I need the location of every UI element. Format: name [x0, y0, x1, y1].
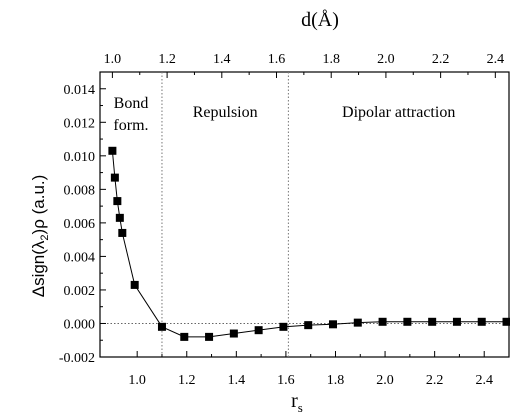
top-tick-label: 1.6 [268, 52, 286, 67]
x-tick-label: 1.0 [128, 373, 146, 388]
region-label-line: Dipolar attraction [342, 104, 455, 121]
plot-border [99, 71, 510, 358]
y-tick-label: 0.014 [64, 83, 96, 98]
data-point [229, 329, 238, 338]
series-points [108, 146, 510, 341]
region-labels: Bond form. Repulsion Dipolar attraction [113, 95, 455, 134]
top-tick-label: 1.2 [158, 52, 176, 67]
data-point [378, 317, 387, 326]
x-axis-title-main: r [291, 390, 298, 412]
region-label-2: Dipolar attraction [342, 104, 455, 121]
top-tick-label: 1.4 [213, 52, 231, 67]
series-line [111, 150, 507, 338]
data-point [110, 173, 119, 182]
data-point [502, 317, 510, 326]
x-tick-label: 1.6 [277, 373, 295, 388]
x-axis-title: rs [291, 390, 303, 415]
data-point [180, 332, 189, 341]
y-tick-label: 0.004 [64, 250, 96, 265]
y-tick-label: 0.010 [64, 150, 96, 165]
x-tick-label: 1.2 [178, 373, 196, 388]
data-point [113, 197, 122, 206]
data-point [118, 228, 127, 237]
x-tick-label: 2.4 [475, 373, 493, 388]
y-tick-label: 0.012 [64, 116, 96, 131]
series-polyline [111, 150, 507, 338]
plot-frame [99, 71, 510, 358]
data-point [452, 317, 461, 326]
data-point [279, 322, 288, 331]
data-point [428, 317, 437, 326]
data-point [205, 332, 214, 341]
y-axis-title: Δsign(λ2)ρ (a.u.) [29, 175, 51, 298]
data-point [115, 213, 124, 222]
data-point [108, 146, 117, 155]
top-tick-label: 1.8 [322, 52, 340, 67]
top-tick-label: 2.2 [432, 52, 450, 67]
y-axis-title-main: Δsign(λ [29, 240, 48, 297]
data-point [403, 317, 412, 326]
y-tick-label: 0.000 [64, 317, 96, 332]
region-label-line: form. [113, 117, 148, 134]
y-tick-label: 0.008 [64, 183, 96, 198]
x-tick-label: 2.0 [376, 373, 394, 388]
region-label-0: Bond form. [113, 95, 148, 134]
region-label-1: Repulsion [193, 104, 258, 121]
x-tick-label: 2.2 [426, 373, 444, 388]
y-tick-label: 0.006 [64, 217, 96, 232]
x-tick-label: 1.4 [228, 373, 246, 388]
region-label-line: Bond [114, 95, 149, 112]
y-tick-label: -0.002 [59, 351, 95, 366]
y-axis-title-suffix: )ρ (a.u.) [29, 175, 48, 235]
data-point [130, 280, 139, 289]
data-point [353, 318, 362, 327]
top-x-axis-ticks: 1.0 1.2 1.4 1.6 1.8 2.0 2.2 2.4 [104, 52, 504, 78]
data-point [157, 322, 166, 331]
data-point [477, 317, 486, 326]
data-point [254, 326, 263, 335]
bottom-x-axis-ticks: 1.0 1.2 1.4 1.6 1.8 2.0 2.2 2.4 [128, 351, 493, 388]
x-axis-title-subscript: s [298, 400, 303, 415]
y-tick-label: 0.002 [64, 284, 96, 299]
region-label-line: Repulsion [193, 104, 258, 121]
top-tick-label: 2.4 [487, 52, 505, 67]
data-point [304, 321, 313, 330]
data-point [329, 320, 338, 329]
top-tick-label: 1.0 [104, 52, 122, 67]
top-tick-label: 2.0 [377, 52, 395, 67]
x-tick-label: 1.8 [327, 373, 345, 388]
top-axis-title: d(Å) [301, 9, 339, 31]
y-axis-ticks: -0.002 0.000 0.002 0.004 0.006 0.008 0.010 0.01… [59, 83, 106, 366]
y-axis-title-subscript: 2 [39, 234, 51, 240]
